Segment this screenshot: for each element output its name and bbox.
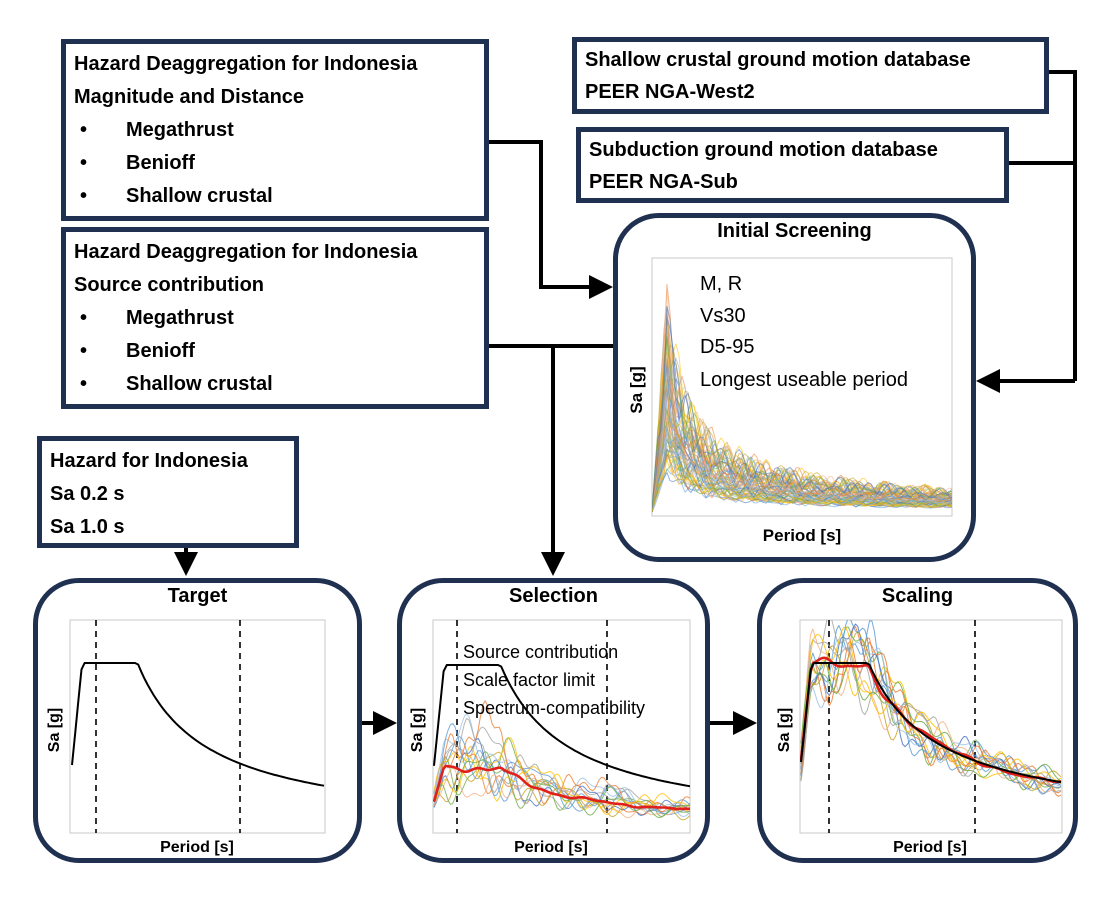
screening-criterion: Longest useable period [700, 369, 908, 391]
record-spectrum [800, 626, 1062, 784]
list-item: Benioff [74, 335, 484, 368]
box-line: PEER NGA-Sub [589, 171, 738, 193]
record-spectrum [433, 717, 690, 813]
record-spectrum [800, 638, 1062, 791]
list-item: Shallow crustal [74, 368, 484, 401]
record-spectrum [433, 737, 690, 818]
panel-title: Scaling [881, 585, 954, 607]
x-axis-label: Period [s] [893, 839, 967, 856]
record-spectrum [800, 623, 1062, 790]
y-axis-label: Sa [g] [776, 708, 793, 752]
list-item: Shallow crustal [74, 180, 484, 213]
y-axis-label: Sa [g] [627, 366, 646, 413]
selection-criterion: Source contribution [463, 642, 618, 662]
deaggregation-magnitude-box: Hazard Deaggregation for Indonesia Magni… [61, 39, 489, 221]
record-spectrum [652, 460, 952, 513]
selection-criterion: Spectrum-compatibility [463, 698, 645, 718]
box-heading: Hazard Deaggregation for Indonesia [74, 241, 418, 263]
screening-criterion: M, R [700, 273, 742, 295]
target-spectrum-curve [433, 664, 690, 788]
record-spectrum [652, 422, 952, 513]
selection-spectra-group [433, 620, 690, 833]
subduction-database-box: Subduction ground motion database PEER N… [576, 127, 1009, 203]
selection-plot-frame [432, 619, 691, 834]
y-axis-label: Sa [g] [46, 708, 63, 752]
box-heading: Subduction ground motion database [589, 139, 938, 161]
record-spectrum [652, 314, 952, 513]
x-axis-label: Period [s] [763, 526, 841, 545]
record-spectrum [652, 438, 952, 513]
hazard-box: Hazard for Indonesia Sa 0.2 s Sa 1.0 s [37, 436, 299, 548]
box-line: Sa 1.0 s [50, 516, 125, 538]
box-line: PEER NGA-West2 [585, 81, 755, 103]
initial-record-spectra [652, 283, 952, 513]
selection-criterion: Scale factor limit [463, 670, 595, 690]
box-heading: Hazard for Indonesia [50, 450, 248, 472]
record-spectrum [652, 328, 952, 513]
flow-arrows [174, 70, 1077, 735]
list-item: Megathrust [74, 302, 484, 335]
y-axis-label: Sa [g] [409, 708, 426, 752]
target-plot-frame [69, 619, 326, 834]
mean-spectrum-curve [800, 656, 1062, 784]
target-spectrum-curve [71, 662, 325, 787]
shallow-crustal-database-box: Shallow crustal ground motion database P… [572, 37, 1049, 114]
arrow-deaggregation-to-screening [489, 140, 613, 299]
panel-title: Target [167, 585, 228, 607]
panel-title: Initial Screening [717, 220, 872, 242]
record-spectrum [652, 371, 952, 513]
screening-criterion: D5-95 [700, 336, 754, 358]
box-subheading: Source contribution [74, 274, 264, 296]
box-heading: Shallow crustal ground motion database [585, 49, 971, 71]
scaling-plot-frame [799, 619, 1063, 834]
target-panel: Target [33, 578, 362, 863]
panel-title: Selection [509, 585, 598, 607]
record-spectrum [800, 662, 1062, 782]
scaling-panel: Scaling [757, 578, 1078, 863]
record-spectrum [800, 620, 1062, 785]
list-item: Megathrust [74, 114, 484, 147]
box-subheading: Magnitude and Distance [74, 86, 305, 108]
record-spectrum [652, 454, 952, 513]
mean-spectrum-curve [433, 764, 690, 811]
deaggregation-source-box: Hazard Deaggregation for Indonesia Sourc… [61, 227, 489, 409]
selection-panel: Selection [397, 578, 710, 863]
list-item: Benioff [74, 147, 484, 180]
connector-shallow-database [1049, 70, 1077, 381]
x-axis-label: Period [s] [514, 839, 588, 856]
scaling-spectra-group [800, 620, 1062, 833]
box-heading: Hazard Deaggregation for Indonesia [74, 53, 418, 75]
initial-plot-frame [651, 257, 953, 517]
x-axis-label: Period [s] [160, 839, 234, 856]
box-line: Sa 0.2 s [50, 483, 125, 505]
screening-criterion: Vs30 [700, 305, 746, 327]
record-spectrum [652, 306, 952, 513]
record-spectrum [800, 620, 1062, 793]
target-spectrum-curve [800, 662, 1062, 784]
record-spectrum [433, 700, 690, 813]
target-spectrum-group [71, 620, 325, 833]
